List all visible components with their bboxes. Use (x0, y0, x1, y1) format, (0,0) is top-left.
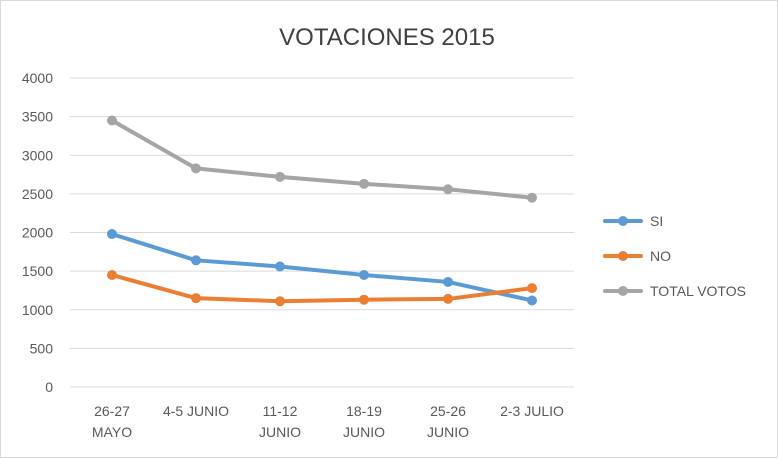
legend: SI NO TOTAL VOTOS (603, 213, 746, 299)
y-tick-label: 1500 (22, 263, 53, 279)
series-group (107, 115, 537, 307)
series-line-no (110, 272, 534, 304)
data-point-total-votos (443, 184, 453, 195)
y-tick-label: 1000 (22, 302, 53, 318)
x-tick-label-line: 25-26 (430, 403, 466, 419)
x-tick-label-line: MAYO (92, 424, 132, 440)
data-point-total-votos (527, 192, 537, 203)
y-tick-label: 3500 (22, 109, 53, 125)
y-axis-ticks: 0 500 1000 1500 2000 2500 3000 3500 4000 (22, 70, 53, 395)
x-tick-label-line: 4-5 JUNIO (163, 403, 229, 419)
series-line-si (110, 232, 534, 303)
x-tick-label: 11-12 JUNIO (259, 403, 301, 440)
data-point-total-votos (107, 115, 117, 126)
legend-label-total-votos: TOTAL VOTOS (650, 283, 746, 299)
x-tick-label-line: JUNIO (343, 424, 385, 440)
legend-marker-total-votos (618, 286, 628, 296)
y-tick-label: 3000 (22, 147, 53, 163)
data-point-no (275, 296, 285, 307)
data-point-total-votos (275, 171, 285, 182)
data-point-si (275, 261, 285, 272)
x-tick-label-line: 2-3 JULIO (500, 403, 564, 419)
y-tick-label: 2000 (22, 225, 53, 241)
x-tick-label: 26-27 MAYO (92, 403, 132, 440)
x-tick-label-line: 26-27 (94, 403, 130, 419)
y-tick-label: 500 (30, 340, 54, 356)
data-point-si (527, 295, 537, 306)
chart-title: VOTACIONES 2015 (279, 24, 495, 51)
data-point-total-votos (359, 178, 369, 189)
series-line-total-votos (110, 118, 534, 200)
data-point-no (443, 293, 453, 304)
legend-label-no: NO (650, 248, 671, 264)
x-tick-label: 4-5 JUNIO (163, 403, 229, 419)
x-tick-label-line: JUNIO (259, 424, 301, 440)
data-point-si (107, 229, 117, 240)
y-tick-label: 0 (45, 379, 53, 395)
data-point-no (191, 293, 201, 304)
data-point-total-votos (191, 163, 201, 174)
x-tick-label-line: JUNIO (427, 424, 469, 440)
legend-marker-si (618, 216, 628, 226)
x-tick-label: 18-19 JUNIO (343, 403, 385, 440)
x-tick-label: 2-3 JULIO (500, 403, 564, 419)
data-point-si (191, 255, 201, 266)
y-tick-label: 2500 (22, 186, 53, 202)
x-tick-label: 25-26 JUNIO (427, 403, 469, 440)
legend-label-si: SI (650, 213, 663, 229)
data-point-no (527, 283, 537, 294)
data-point-no (359, 294, 369, 305)
y-tick-label: 4000 (22, 70, 53, 86)
data-point-si (359, 269, 369, 280)
data-point-no (107, 269, 117, 280)
x-tick-label-line: 18-19 (346, 403, 382, 419)
data-point-si (443, 276, 453, 287)
gridlines (70, 77, 574, 388)
legend-marker-no (618, 251, 628, 261)
x-tick-label-line: 11-12 (263, 403, 298, 419)
